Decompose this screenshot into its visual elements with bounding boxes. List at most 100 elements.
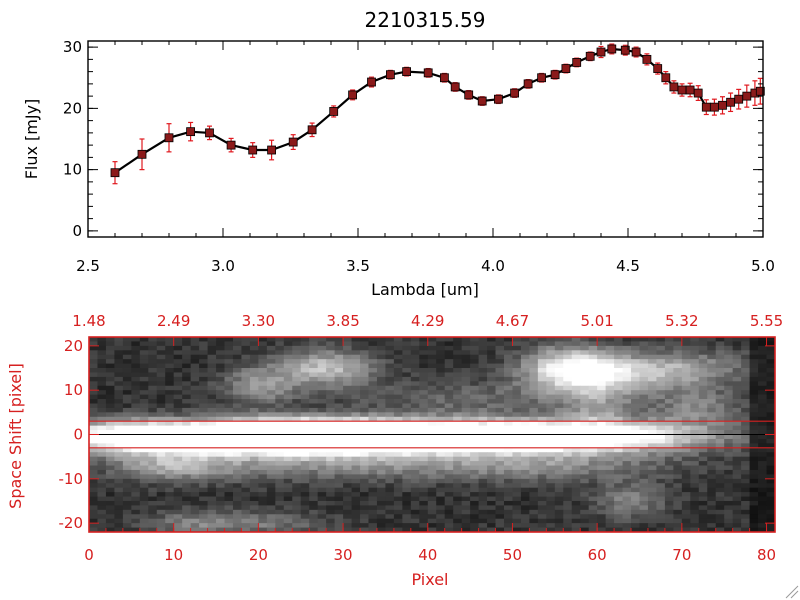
heatmap-cell (216, 456, 225, 462)
heatmap-cell (393, 372, 403, 378)
heatmap-cell (681, 518, 691, 524)
heatmap-cell (300, 434, 310, 440)
heatmap-cell (673, 443, 683, 449)
heatmap-cell (724, 496, 734, 502)
heatmap-cell (131, 421, 141, 427)
heatmap-cell (563, 478, 573, 484)
heatmap-cell (571, 487, 581, 493)
heatmap-cell (444, 412, 454, 418)
heatmap-cell (631, 390, 640, 396)
heatmap-cell (376, 412, 386, 418)
heatmap-cell (605, 385, 615, 391)
heatmap-cell (139, 345, 149, 351)
heatmap-cell (461, 514, 471, 520)
heatmap-cell (520, 407, 530, 413)
heatmap-cell (495, 514, 505, 520)
heatmap-cell (673, 518, 683, 524)
heatmap-cell (207, 447, 217, 453)
heatmap-cell (741, 390, 750, 396)
heatmap-cell (673, 514, 683, 520)
heatmap-cell (453, 469, 463, 475)
heatmap-cell (470, 350, 479, 356)
heatmap-cell (537, 496, 547, 502)
heatmap-cell (537, 407, 547, 413)
heatmap-cell (673, 527, 683, 533)
heatmap-cell (343, 443, 352, 449)
heatmap-cell (664, 341, 674, 347)
heatmap-cell (89, 345, 98, 351)
heatmap-cell (410, 478, 420, 484)
heatmap-cell (122, 505, 132, 511)
heatmap-cell (741, 403, 750, 409)
heatmap-cell (300, 443, 310, 449)
heatmap-cell (343, 438, 352, 444)
heatmap-cell (495, 438, 505, 444)
heatmap-cell (258, 412, 268, 418)
heatmap-cell (266, 483, 276, 489)
heatmap-cell (199, 341, 208, 347)
heatmap-cell (249, 416, 259, 422)
heatmap-cell (741, 376, 750, 382)
heatmap-cell (529, 425, 539, 431)
heatmap-cell (520, 390, 530, 396)
heatmap-cell (89, 430, 98, 435)
heatmap-cell (283, 518, 293, 524)
heatmap-cell (571, 368, 581, 373)
heatmap-cell (402, 456, 412, 462)
heatmap-cell (190, 376, 200, 382)
heatmap-cell (351, 456, 361, 462)
heatmap-cell (232, 509, 242, 515)
heatmap-cell (97, 514, 107, 520)
heatmap-cell (190, 368, 200, 373)
heatmap-cell (546, 341, 556, 347)
heatmap-cell (266, 514, 276, 520)
heatmap-cell (343, 523, 352, 528)
heatmap-cell (249, 483, 259, 489)
heatmap-cell (487, 381, 496, 387)
heatmap-cell (614, 469, 623, 475)
heatmap-cell (749, 447, 759, 453)
heatmap-cell (258, 390, 268, 396)
heatmap-cell (563, 350, 573, 356)
heatmap-cell (427, 341, 437, 347)
heatmap-cell (554, 345, 564, 351)
heatmap-cell (478, 492, 488, 497)
heatmap-cell (393, 363, 403, 369)
heatmap-cell (393, 381, 403, 387)
heatmap-cell (182, 363, 192, 369)
heatmap-cell (266, 394, 276, 400)
heatmap-cell (410, 407, 420, 413)
heatmap-cell (495, 350, 505, 356)
heatmap-cell (605, 456, 615, 462)
heatmap-cell (402, 452, 412, 458)
heatmap-cell (614, 407, 623, 413)
heatmap-cell (165, 337, 175, 342)
heatmap-cell (495, 385, 505, 391)
heatmap-cell (385, 527, 395, 533)
heatmap-cell (131, 412, 141, 418)
heatmap-cell (114, 505, 124, 511)
heatmap-cell (368, 381, 378, 387)
heatmap-cell (436, 341, 446, 347)
heatmap-cell (275, 447, 285, 453)
heatmap-cell (232, 430, 242, 435)
heatmap-cell (148, 474, 158, 480)
heatmap-cell (690, 359, 700, 364)
heatmap-cell (529, 430, 539, 435)
heatmap-cell (326, 518, 336, 524)
heatmap-cell (266, 469, 276, 475)
heatmap-cell (495, 337, 505, 342)
heatmap-cell (283, 514, 293, 520)
heatmap-cell (139, 368, 149, 373)
heatmap-cell (199, 403, 208, 409)
heatmap-cell (631, 465, 640, 471)
heatmap-cell (588, 425, 598, 431)
heatmap-cell (393, 430, 403, 435)
heatmap-cell (105, 505, 115, 511)
resize-grip-icon[interactable] (785, 585, 799, 599)
heatmap-cell (495, 416, 505, 422)
heatmap-cell (588, 523, 598, 528)
heatmap-cell (275, 430, 285, 435)
heatmap-cell (614, 412, 623, 418)
heatmap-cell (571, 390, 581, 396)
